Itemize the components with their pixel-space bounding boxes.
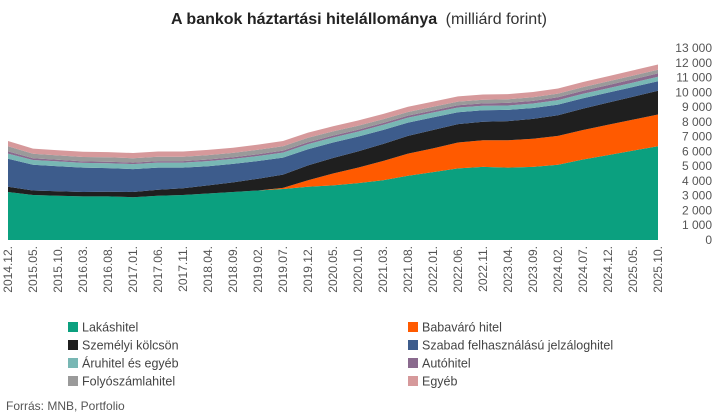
x-tick-label: 2024.12. [601, 246, 615, 293]
legend-swatch [68, 376, 78, 386]
x-tick-label: 2025.05. [626, 246, 640, 293]
x-tick-label: 2021.03. [376, 246, 390, 293]
legend-swatch [408, 376, 418, 386]
x-tick-label: 2024.07. [576, 246, 590, 293]
legend-swatch [408, 322, 418, 332]
x-tick-label: 2023.09. [526, 246, 540, 293]
y-tick-label: 2 000 [682, 204, 712, 218]
x-tick-label: 2025.10. [651, 246, 665, 293]
legend-label: Autóhitel [422, 357, 471, 371]
chart-title-unit: (milliárd forint) [446, 11, 547, 28]
source-note: Forrás: MNB, Portfolio [6, 399, 125, 413]
x-tick-label: 2019.02. [251, 246, 265, 293]
y-tick-label: 5 000 [682, 159, 712, 173]
area-3 [8, 81, 658, 192]
x-tick-label: 2017.11. [176, 246, 190, 292]
x-tick-label: 2019.07. [276, 246, 290, 293]
legend-swatch [68, 340, 78, 350]
x-tick-label: 2016.03. [76, 246, 90, 293]
y-tick-label: 4 000 [682, 174, 712, 188]
y-tick-label: 8 000 [682, 115, 712, 129]
legend: Lakáshitel Babaváró hitel Személyi kölcsön… [68, 321, 613, 389]
x-tick-label: 2021.08. [401, 246, 415, 293]
x-tick-label: 2017.06. [151, 246, 165, 293]
legend-label: Szabad felhasználású jelzáloghitel [422, 339, 613, 353]
legend-label: Egyéb [422, 375, 457, 389]
legend-label: Lakáshitel [82, 321, 138, 335]
y-tick-label: 1 000 [682, 218, 712, 232]
x-axis-ticks: 2014.12. 2015.05. 2015.10. 2016.03. 2016.08.… [1, 246, 665, 293]
y-tick-label: 6 000 [682, 144, 712, 158]
x-tick-label: 2020.10. [351, 246, 365, 293]
legend-label: Folyószámlahitel [82, 375, 175, 389]
x-tick-label: 2022.06. [451, 246, 465, 293]
chart-title: A bankok háztartási hitelállománya (mill… [171, 11, 547, 28]
x-tick-label: 2015.05. [26, 246, 40, 293]
x-tick-label: 2024.02. [551, 246, 565, 293]
y-tick-label: 7 000 [682, 130, 712, 144]
y-tick-label: 13 000 [675, 41, 712, 55]
x-tick-label: 2022.11. [476, 246, 490, 292]
y-tick-label: 9 000 [682, 100, 712, 114]
y-tick-label: 0 [705, 233, 712, 247]
x-tick-label: 2020.05. [326, 246, 340, 293]
area-1 [8, 114, 658, 198]
chart-title-main: A bankok háztartási hitelállománya [171, 11, 437, 28]
x-tick-label: 2016.08. [101, 246, 115, 293]
legend-label: Babaváró hitel [422, 321, 502, 335]
y-tick-label: 10 000 [675, 85, 712, 99]
y-tick-label: 3 000 [682, 189, 712, 203]
y-tick-label: 11 000 [676, 71, 712, 85]
legend-swatch [68, 322, 78, 332]
legend-swatch [408, 340, 418, 350]
x-tick-label: 2019.12. [301, 246, 315, 293]
legend-swatch [68, 358, 78, 368]
x-tick-label: 2018.04. [201, 246, 215, 293]
area-0 [8, 146, 658, 240]
x-tick-label: 2014.12. [1, 246, 15, 293]
x-tick-label: 2017.01. [126, 246, 140, 293]
legend-swatch [408, 358, 418, 368]
x-tick-label: 2015.10. [51, 246, 65, 293]
x-tick-label: 2018.09. [226, 246, 240, 293]
y-tick-label: 12 000 [675, 56, 712, 70]
x-tick-label: 2022.01. [426, 246, 440, 293]
legend-label: Áruhitel és egyéb [82, 356, 179, 371]
area-series-group [8, 64, 658, 240]
legend-label: Személyi kölcsön [82, 339, 179, 353]
x-tick-label: 2023.04. [501, 246, 515, 293]
